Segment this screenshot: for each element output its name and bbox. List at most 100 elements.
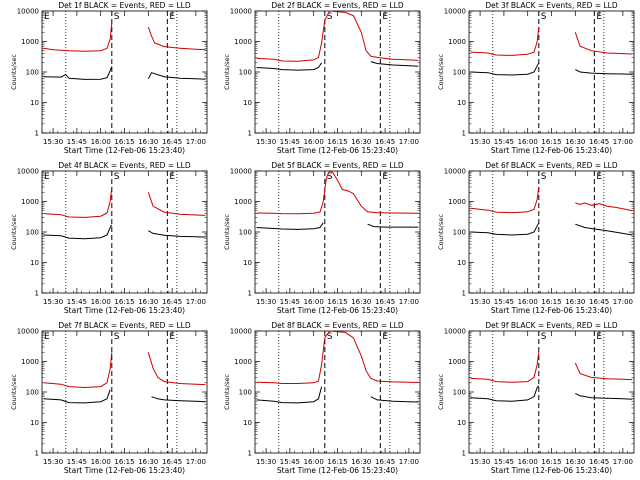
- y-tick-label: 10000: [17, 168, 39, 176]
- y-axis-label: Counts/sec: [10, 374, 18, 410]
- series-lld-line: [575, 202, 633, 212]
- y-tick-label: 10000: [444, 8, 466, 16]
- chart-det1: Det 1f BLACK = Events, RED = LLD 1 10 100 10…: [10, 1, 208, 155]
- x-tick-label: 15:45: [67, 458, 87, 466]
- series-lld-line: [256, 10, 419, 62]
- y-axis-label: Counts/sec: [437, 214, 445, 250]
- axes-frame: [254, 170, 421, 294]
- y-tick-label: 1: [462, 290, 466, 298]
- x-tick-label: 16:15: [114, 458, 134, 466]
- x-tick-label: 16:00: [304, 298, 324, 306]
- x-axis-label: Start Time (12-Feb-06 15:23:40): [64, 466, 185, 475]
- plot-area: Det 8f BLACK = Events, RED = LLD 1 10 100 10…: [223, 321, 421, 475]
- plot-area: Det 6f BLACK = Events, RED = LLD 1 10 100 10…: [437, 161, 635, 315]
- y-tick-label: 1: [35, 450, 39, 458]
- plot-area: Det 5f BLACK = Events, RED = LLD 1 10 100 10…: [223, 161, 421, 315]
- chart-title: Det 3f BLACK = Events, RED = LLD: [485, 1, 618, 10]
- chart-det9: Det 9f BLACK = Events, RED = LLD 1 10 100 10…: [437, 321, 635, 475]
- chart-title: Det 8f BLACK = Events, RED = LLD: [271, 321, 404, 330]
- y-tick-label: 100: [26, 389, 39, 397]
- series-events-line: [575, 69, 633, 75]
- y-axis-label: Counts/sec: [223, 374, 231, 410]
- x-tick-label: 16:00: [518, 458, 538, 466]
- y-tick-label: 1: [462, 450, 466, 458]
- x-tick-label: 16:00: [91, 138, 111, 146]
- marker-label-E: E: [382, 12, 388, 22]
- y-tick-label: 1: [248, 450, 252, 458]
- x-axis-label: Start Time (12-Feb-06 15:23:40): [64, 306, 185, 315]
- y-tick-label: 10: [30, 99, 39, 107]
- x-tick-label: 16:45: [375, 298, 395, 306]
- x-tick-label: 15:45: [67, 298, 87, 306]
- chart-title: Det 5f BLACK = Events, RED = LLD: [271, 161, 404, 170]
- y-tick-label: 1: [248, 290, 252, 298]
- x-tick-label: 16:45: [162, 458, 182, 466]
- axes-frame: [254, 330, 421, 454]
- plot-area: Det 7f BLACK = Events, RED = LLD 1 10 100 10…: [10, 321, 208, 475]
- plot-area: Det 9f BLACK = Events, RED = LLD 1 10 100 10…: [437, 321, 635, 475]
- axes-frame: [468, 170, 635, 294]
- y-tick-label: 1: [462, 130, 466, 138]
- marker-label-S: S: [327, 12, 333, 22]
- x-tick-label: 16:15: [327, 298, 347, 306]
- marker-label-E: E: [44, 332, 50, 342]
- series-events-line: [367, 223, 419, 228]
- marker-label-S: S: [114, 172, 120, 182]
- series-events-line: [575, 223, 633, 236]
- chart-det5: Det 5f BLACK = Events, RED = LLD 1 10 100 10…: [223, 161, 421, 315]
- x-tick-label: 17:00: [613, 298, 633, 306]
- series-events-line: [256, 386, 323, 404]
- series-lld-line: [147, 192, 206, 216]
- series-events-line: [370, 61, 419, 67]
- axes-frame: [41, 330, 208, 454]
- series-events-line: [470, 62, 540, 76]
- y-tick-label: 10: [457, 419, 466, 427]
- x-tick-label: 17:00: [399, 458, 419, 466]
- chart-title: Det 2f BLACK = Events, RED = LLD: [271, 1, 404, 10]
- x-tick-label: 16:45: [375, 458, 395, 466]
- marker-label-E: E: [44, 172, 50, 182]
- y-tick-label: 10000: [230, 168, 252, 176]
- y-tick-label: 100: [26, 69, 39, 77]
- plot-area: Det 4f BLACK = Events, RED = LLD 1 10 100 10…: [10, 161, 208, 315]
- plot-area: Det 1f BLACK = Events, RED = LLD 1 10 100 10…: [10, 1, 208, 155]
- x-axis-label: Start Time (12-Feb-06 15:23:40): [491, 466, 612, 475]
- y-tick-label: 1000: [21, 358, 39, 366]
- x-tick-label: 16:45: [589, 298, 609, 306]
- x-tick-label: 16:00: [91, 458, 111, 466]
- x-tick-label: 17:00: [613, 138, 633, 146]
- chart-title: Det 1f BLACK = Events, RED = LLD: [58, 1, 191, 10]
- y-tick-label: 100: [453, 229, 466, 237]
- x-tick-label: 16:00: [304, 138, 324, 146]
- marker-label-E: E: [596, 12, 602, 22]
- x-axis-label: Start Time (12-Feb-06 15:23:40): [64, 146, 185, 155]
- x-tick-label: 16:45: [375, 138, 395, 146]
- y-tick-label: 1000: [21, 198, 39, 206]
- x-tick-label: 15:30: [43, 298, 63, 306]
- x-tick-label: 16:15: [541, 458, 561, 466]
- y-tick-label: 10: [243, 259, 252, 267]
- x-tick-label: 15:30: [43, 138, 63, 146]
- y-axis-label: Counts/sec: [10, 54, 18, 90]
- x-tick-label: 15:30: [43, 458, 63, 466]
- series-lld-line: [256, 330, 419, 384]
- series-events-line: [43, 224, 113, 240]
- plot-area: Det 3f BLACK = Events, RED = LLD 1 10 100 10…: [437, 1, 635, 155]
- marker-label-S: S: [541, 332, 547, 342]
- y-tick-label: 100: [26, 229, 39, 237]
- x-tick-label: 16:15: [541, 138, 561, 146]
- x-tick-label: 17:00: [186, 458, 206, 466]
- y-axis-label: Counts/sec: [437, 374, 445, 410]
- marker-label-E: E: [596, 172, 602, 182]
- y-tick-label: 1000: [448, 38, 466, 46]
- series-events-line: [575, 392, 633, 400]
- chart-title: Det 9f BLACK = Events, RED = LLD: [485, 321, 618, 330]
- y-tick-label: 100: [453, 69, 466, 77]
- x-tick-label: 15:30: [470, 138, 490, 146]
- marker-label-S: S: [327, 332, 333, 342]
- marker-label-E: E: [44, 12, 50, 22]
- x-tick-label: 16:30: [351, 458, 371, 466]
- x-tick-label: 16:30: [138, 298, 158, 306]
- series-lld-line: [43, 352, 113, 389]
- series-lld-line: [147, 352, 206, 386]
